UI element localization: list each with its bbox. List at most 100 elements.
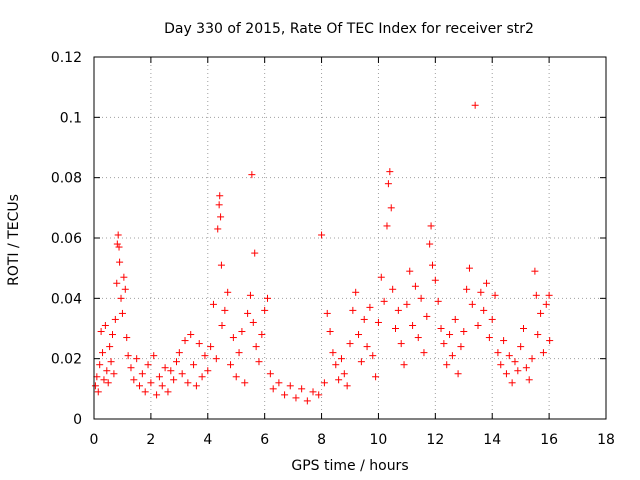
data-point: [465, 264, 473, 272]
data-point: [340, 370, 348, 378]
data-point: [369, 352, 377, 360]
data-point: [352, 288, 360, 296]
data-point: [366, 303, 374, 311]
data-point: [400, 361, 408, 369]
y-tick-label: 0.02: [51, 352, 82, 368]
data-point: [258, 331, 266, 339]
data-point: [451, 315, 459, 323]
data-point: [155, 373, 163, 381]
data-point: [101, 321, 109, 329]
data-point: [121, 285, 129, 293]
data-point: [118, 309, 126, 317]
y-tick-label: 0.1: [60, 110, 82, 126]
data-point: [332, 361, 340, 369]
data-point: [184, 379, 192, 387]
x-tick-label: 4: [203, 432, 212, 448]
data-point: [107, 358, 115, 366]
data-point: [136, 382, 144, 390]
data-point: [363, 343, 371, 351]
data-point: [229, 334, 237, 342]
data-point: [178, 370, 186, 378]
data-point: [216, 192, 224, 200]
data-point: [103, 367, 111, 375]
data-point: [167, 367, 175, 375]
data-point: [520, 325, 528, 332]
data-point: [545, 291, 553, 299]
data-point: [303, 397, 311, 405]
data-point: [446, 331, 454, 339]
data-point: [170, 376, 178, 384]
data-point: [387, 204, 395, 212]
data-point: [389, 285, 397, 293]
data-point: [97, 328, 105, 336]
data-point: [187, 331, 195, 339]
y-tick-label: 0.04: [51, 291, 82, 307]
data-point: [355, 331, 363, 339]
data-point: [460, 328, 468, 336]
data-point: [281, 391, 289, 399]
data-point: [349, 306, 357, 314]
data-point: [417, 294, 425, 302]
data-point: [120, 273, 128, 281]
data-point: [463, 285, 471, 293]
y-axis-ticks: 0 0.02 0.04 0.06 0.08 0.1 0.12: [51, 50, 606, 428]
data-point: [383, 222, 391, 230]
data-point: [528, 355, 536, 363]
data-point: [414, 334, 422, 342]
x-tick-label: 14: [483, 432, 501, 448]
data-point: [153, 391, 161, 399]
data-point: [542, 300, 550, 308]
data-point: [192, 382, 200, 390]
data-point: [326, 328, 334, 336]
x-axis-ticks: 0 2 4 6 8 10 12 14 16 18: [90, 57, 615, 448]
data-point: [522, 364, 530, 372]
data-point: [514, 367, 522, 375]
data-point: [477, 288, 485, 296]
data-point: [108, 331, 116, 339]
data-point: [217, 213, 225, 221]
data-point: [261, 306, 269, 314]
data-point: [251, 249, 259, 257]
x-axis-label: GPS time / hours: [291, 458, 408, 474]
x-tick-label: 18: [597, 432, 615, 448]
data-point: [320, 379, 328, 387]
data-point: [238, 328, 246, 336]
data-point: [511, 358, 519, 366]
data-point: [360, 315, 368, 323]
data-point: [427, 222, 435, 230]
data-point: [394, 306, 402, 314]
data-point: [214, 225, 222, 233]
data-point: [181, 337, 189, 345]
data-point: [175, 349, 183, 357]
chart-title: Day 330 of 2015, Rate Of TEC Index for r…: [164, 21, 534, 37]
data-point: [292, 394, 300, 402]
data-point: [488, 315, 496, 323]
data-point: [161, 364, 169, 372]
data-point: [275, 379, 283, 387]
x-tick-label: 6: [260, 432, 269, 448]
data-point: [110, 370, 118, 378]
data-point: [372, 373, 380, 381]
data-point: [111, 315, 119, 323]
data-point: [190, 361, 198, 369]
data-point: [531, 267, 539, 275]
data-point: [227, 361, 235, 369]
data-point: [403, 300, 411, 308]
data-point: [434, 297, 442, 305]
data-point: [99, 349, 107, 357]
data-point: [249, 318, 257, 326]
data-point: [94, 388, 102, 396]
data-point: [323, 309, 331, 317]
data-point: [377, 273, 385, 281]
data-point: [269, 385, 277, 393]
data-point: [113, 240, 121, 248]
data-point: [315, 391, 323, 399]
data-point: [96, 361, 104, 369]
data-point: [502, 370, 510, 378]
data-point: [309, 388, 317, 396]
data-point: [494, 349, 502, 357]
data-point: [346, 340, 354, 348]
x-tick-label: 10: [370, 432, 388, 448]
data-point: [266, 370, 274, 378]
